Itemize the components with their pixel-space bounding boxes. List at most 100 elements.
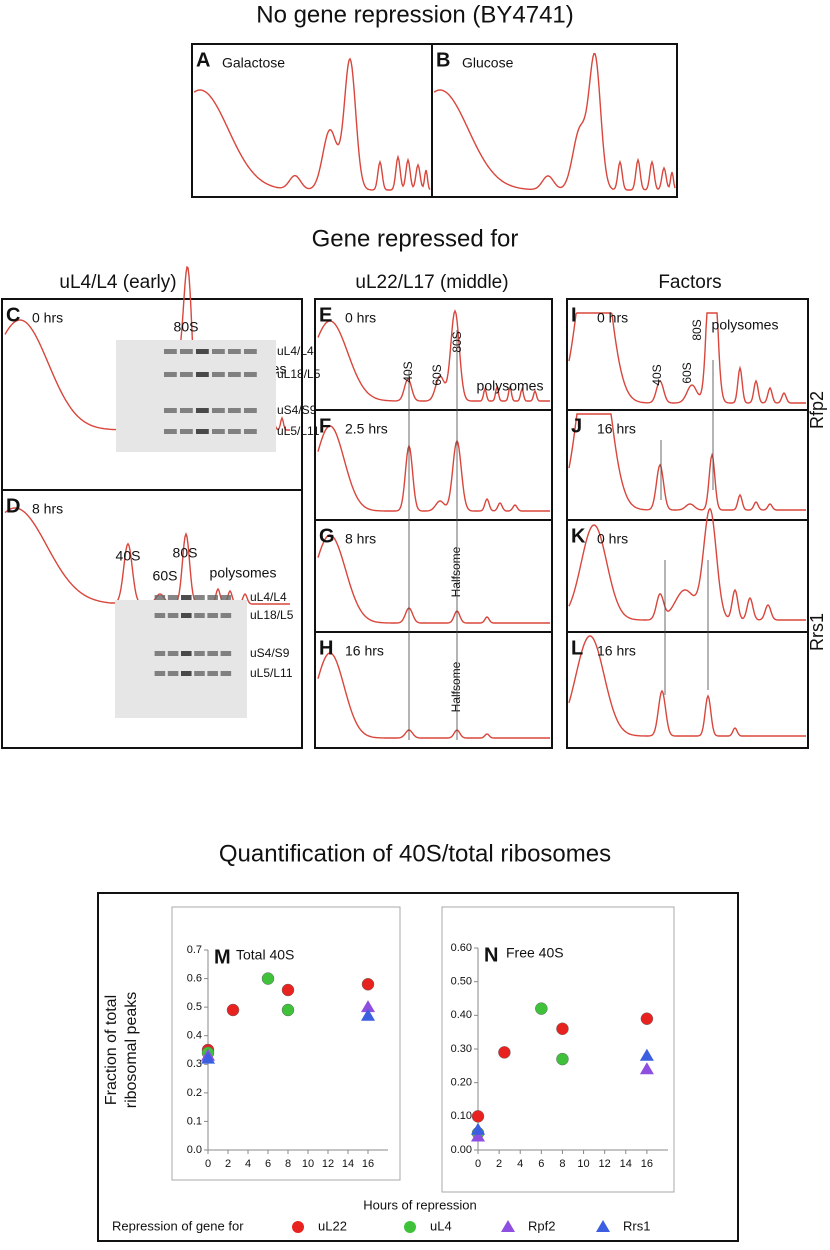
x-tick-label: 0 — [475, 1158, 481, 1170]
blot-band — [228, 349, 241, 354]
peak-label: 80S — [173, 545, 198, 561]
blot-band — [181, 671, 192, 676]
blot-band — [167, 671, 179, 676]
peak-label: polysomes — [712, 317, 779, 333]
peak-label: 40S — [650, 364, 664, 385]
panel-letter: H — [319, 637, 333, 659]
blot-band — [154, 671, 166, 676]
y-tick-label: 0.4 — [187, 1030, 202, 1042]
bottom-title: Quantification of 40S/total ribosomes — [219, 840, 611, 867]
peak-label: 40S — [116, 548, 141, 564]
panel-label: 8 hrs — [32, 501, 63, 517]
y-tick-label: 0.0 — [187, 1144, 202, 1156]
blot-band — [194, 595, 205, 600]
polysome-trace — [433, 52, 676, 191]
panel-label: 0 hrs — [597, 310, 628, 326]
peak-label: polysomes — [210, 565, 277, 581]
peak-label: 60S — [153, 568, 178, 584]
y-tick-label: 0.3 — [187, 1058, 202, 1070]
top-title: No gene repression (BY4741) — [256, 1, 574, 28]
legend-label: uL22 — [318, 1218, 347, 1233]
column-header: uL4/L4 (early) — [59, 272, 176, 293]
y-tick-label: 0.7 — [187, 944, 202, 956]
blot-label: uL4/L4 — [277, 344, 314, 358]
panel-letter: I — [571, 304, 577, 326]
point — [640, 1012, 654, 1025]
blot-label: uL18/L5 — [250, 608, 294, 622]
blot-band — [196, 372, 209, 377]
blot-band — [212, 429, 225, 434]
blot-label: uS4/S9 — [277, 403, 317, 417]
panel-letter: A — [196, 49, 210, 71]
x-tick-label: 12 — [599, 1158, 611, 1170]
x-tick-label: 14 — [620, 1158, 632, 1170]
blot-band — [164, 429, 177, 434]
blot-band — [180, 349, 193, 354]
blot-band — [154, 595, 166, 600]
blot — [115, 600, 247, 718]
blot-label: uL5/L11 — [277, 424, 320, 438]
panel-label: 0 hrs — [32, 310, 63, 326]
legend-marker — [404, 1221, 416, 1233]
polysome-trace — [4, 507, 290, 605]
peak-label: 40S — [401, 361, 415, 382]
blot-band — [220, 651, 232, 656]
blot-band — [167, 613, 179, 618]
blot-band — [228, 429, 241, 434]
y-tick-label: 0.60 — [451, 942, 472, 954]
polysome-trace — [317, 309, 550, 402]
blot-band — [180, 408, 193, 413]
panel-label: 16 hrs — [597, 421, 636, 437]
polysome-trace — [193, 57, 431, 191]
point — [471, 1122, 485, 1135]
chart-letter: M — [214, 946, 231, 968]
peak-label: Halfsome — [449, 546, 463, 597]
x-tick-label: 6 — [265, 1158, 271, 1170]
blot-band — [212, 372, 225, 377]
panel-label: Galactose — [222, 55, 285, 71]
polysome-trace — [568, 312, 806, 404]
blot — [116, 340, 276, 452]
x-tick-label: 8 — [559, 1158, 565, 1170]
x-tick-label: 2 — [496, 1158, 502, 1170]
panel-letter: E — [319, 304, 332, 326]
blot-label: uL18/L5 — [277, 367, 321, 381]
point — [361, 1008, 375, 1021]
point — [556, 1052, 569, 1066]
legend-label: Rrs1 — [623, 1218, 650, 1233]
y-tick-label: 0.6 — [187, 972, 202, 984]
blot-band — [207, 595, 218, 600]
y-axis-label: ribosomal peaks — [123, 992, 140, 1109]
chart-frame — [171, 906, 401, 1181]
x-axis-label: Hours of repression — [363, 1197, 476, 1212]
x-tick-label: 16 — [362, 1158, 374, 1170]
x-tick-label: 4 — [245, 1158, 251, 1170]
blot-band — [164, 372, 177, 377]
peak-label: 60S — [680, 362, 694, 383]
legend-marker — [292, 1221, 304, 1233]
point — [281, 983, 295, 997]
point — [471, 1110, 485, 1123]
blot-band — [244, 408, 257, 413]
panel-frame — [1, 489, 303, 749]
blot-band — [181, 613, 192, 618]
x-tick-label: 8 — [285, 1158, 291, 1170]
y-tick-label: 0.50 — [451, 976, 472, 988]
chart-title: Free 40S — [506, 945, 564, 961]
polysome-trace — [568, 635, 806, 737]
point — [639, 1062, 654, 1075]
chart-title: Total 40S — [236, 947, 294, 963]
panel-letter: L — [571, 637, 583, 659]
blot-band — [181, 651, 192, 656]
point — [639, 1048, 654, 1061]
blot-band — [164, 408, 177, 413]
point — [361, 1000, 375, 1013]
y-tick-label: 0.40 — [451, 1009, 472, 1021]
point — [556, 1022, 569, 1036]
blot-band — [207, 671, 218, 676]
blot-band — [212, 349, 225, 354]
y-tick-label: 0.2 — [187, 1087, 202, 1099]
blot-band — [154, 651, 166, 656]
point — [281, 1003, 295, 1017]
panel-frame — [431, 43, 678, 198]
